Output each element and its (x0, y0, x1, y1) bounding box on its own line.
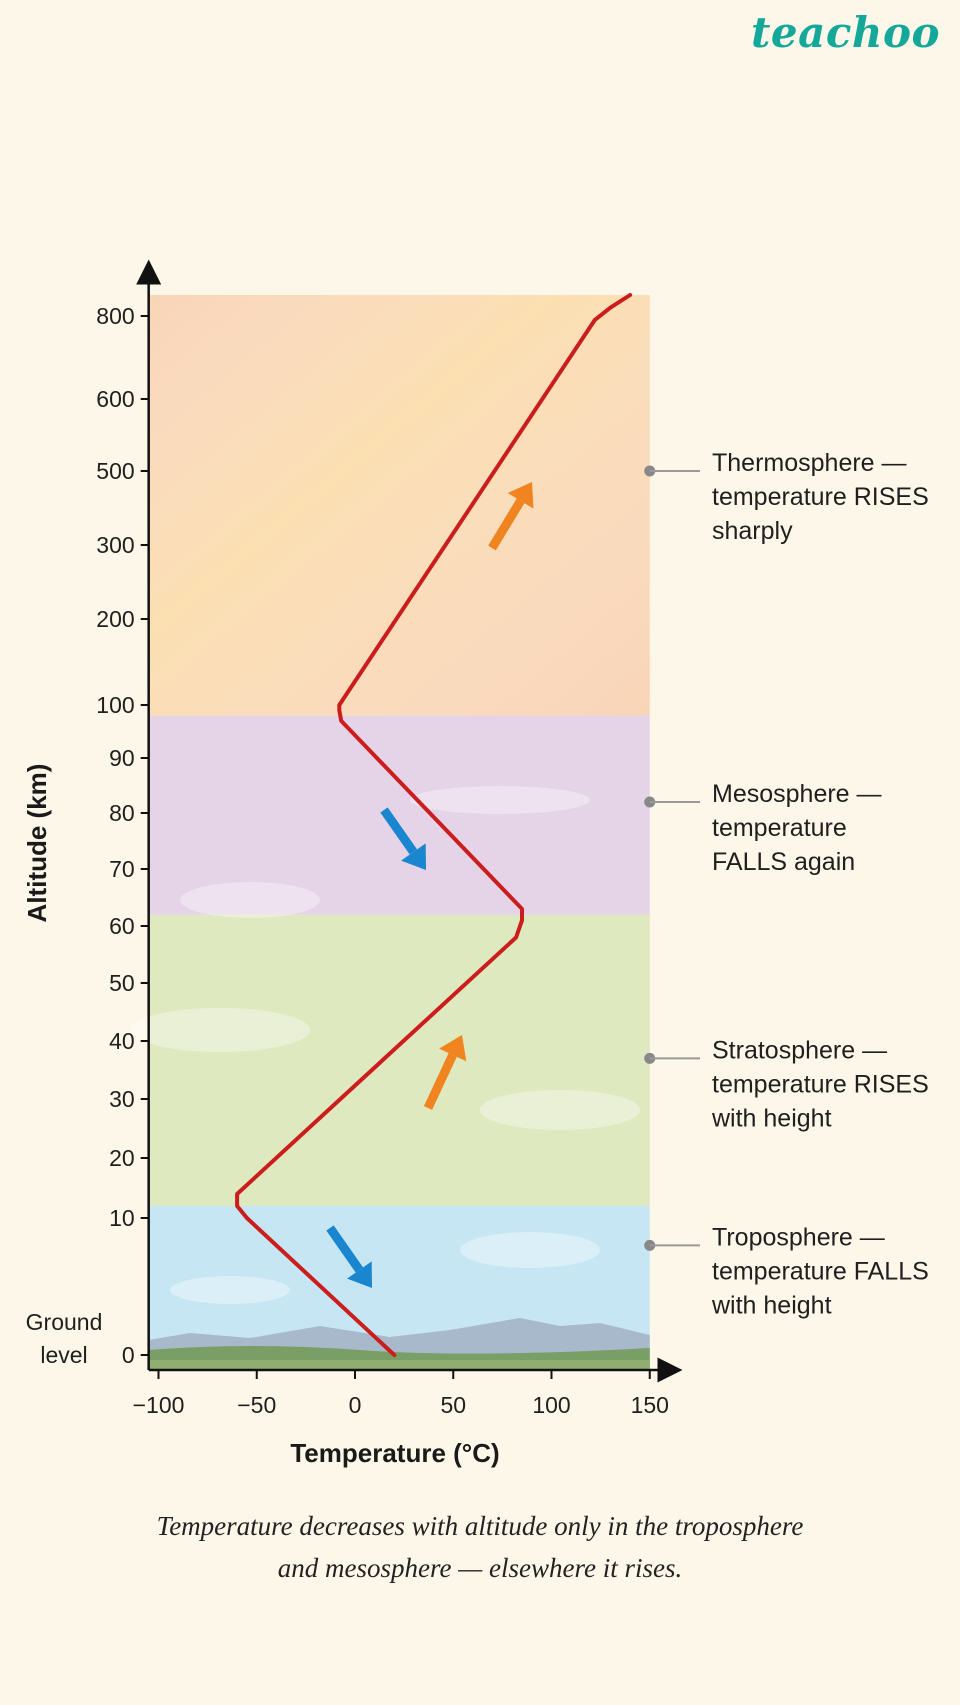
y-tick-labels: 0 10 20 30 40 50 60 70 80 90 100 200 300 500 600 800 Gro… (26, 303, 149, 1368)
arrow-troposphere-down (326, 1225, 372, 1288)
teachoo-logo: teachoo (751, 8, 940, 57)
ground-strip (148, 1360, 650, 1370)
annotation-text-mesosphere-2: FALLS again (712, 848, 855, 876)
x-tick-label-50: 50 (440, 1392, 466, 1418)
x-tick-labels: −100 −50 0 50 100 150 (133, 1370, 669, 1418)
y-tick-label-30: 30 (109, 1086, 135, 1112)
arrow-stratosphere-up (423, 1035, 467, 1110)
x-axis-label: Temperature (°C) (290, 1438, 499, 1468)
y-tick-label-20: 20 (109, 1145, 135, 1171)
cloud-1 (410, 786, 590, 814)
arrow-mesosphere-down (380, 807, 426, 870)
y-tick-label-10: 10 (109, 1205, 135, 1231)
layer-band-mesosphere (148, 715, 650, 915)
layer-band-stratosphere (148, 914, 650, 1206)
temperature-curve-group (235, 293, 633, 1357)
figure-caption: Temperature decreases with altitude only… (0, 1505, 960, 1589)
axes (136, 259, 683, 1383)
y-tick-label-300: 300 (96, 532, 134, 558)
y-tick-label-100: 100 (96, 692, 134, 718)
atmosphere-layers (130, 295, 650, 1370)
aurora-glow (148, 295, 650, 716)
annotation-text-troposphere-1: temperature FALLS (712, 1257, 929, 1285)
annotation-text-mesosphere-0: Mesosphere — (712, 780, 882, 808)
y-tick-label-80: 80 (109, 800, 135, 826)
y-ground-label-0: Ground (26, 1309, 103, 1335)
annotation-text-thermosphere-2: sharply (712, 517, 793, 545)
cloud-5 (170, 1276, 290, 1304)
y-tick-label-40: 40 (109, 1028, 135, 1054)
y-tick-label-600: 600 (96, 386, 134, 412)
annotation-mesosphere: Mesosphere — temperature FALLS again (644, 780, 882, 876)
y-tick-label-70: 70 (109, 856, 135, 882)
x-tick-label-100: 100 (532, 1392, 570, 1418)
caption-line-1: Temperature decreases with altitude only… (156, 1511, 804, 1541)
cloud-2 (130, 1008, 310, 1052)
x-tick-label--50: −50 (237, 1392, 276, 1418)
y-tick-label-500: 500 (96, 458, 134, 484)
y-tick-label-200: 200 (96, 606, 134, 632)
cloud-0 (180, 882, 320, 918)
annotation-stratosphere: Stratosphere — temperature RISES with heig… (644, 1036, 929, 1132)
annotation-troposphere: Troposphere — temperature FALLS with heigh… (644, 1223, 929, 1319)
annotation-thermosphere: Thermosphere — temperature RISES sharply (644, 449, 929, 545)
annotation-text-troposphere-2: with height (711, 1291, 832, 1319)
temperature-curve (235, 293, 633, 1357)
x-tick-label-0: 0 (349, 1392, 362, 1418)
annotation-text-stratosphere-0: Stratosphere — (712, 1036, 887, 1064)
annotation-text-thermosphere-0: Thermosphere — (712, 449, 907, 477)
annotation-text-mesosphere-1: temperature (712, 814, 847, 842)
y-tick-label-0: 0 (122, 1342, 135, 1368)
trend-arrows (326, 482, 534, 1288)
x-tick-label-150: 150 (631, 1392, 669, 1418)
annotation-text-stratosphere-1: temperature RISES (712, 1070, 929, 1098)
annotation-text-troposphere-0: Troposphere — (712, 1223, 885, 1251)
y-axis-label: Altitude (km) (22, 764, 52, 923)
y-tick-label-800: 800 (96, 303, 134, 329)
x-tick-label--100: −100 (133, 1392, 185, 1418)
cloud-4 (460, 1232, 600, 1268)
y-ground-label-1: level (40, 1342, 87, 1368)
y-tick-label-90: 90 (109, 745, 135, 771)
y-tick-label-50: 50 (109, 970, 135, 996)
y-tick-label-60: 60 (109, 913, 135, 939)
ground-scenery (148, 1318, 650, 1370)
annotation-text-thermosphere-1: temperature RISES (712, 483, 929, 511)
arrow-thermosphere-up (488, 482, 534, 551)
cloud-3 (480, 1090, 640, 1130)
annotation-text-stratosphere-2: with height (711, 1104, 832, 1132)
caption-line-2: and mesosphere — elsewhere it rises. (277, 1553, 683, 1583)
layer-annotations: Thermosphere — temperature RISES sharply Me… (644, 449, 929, 1319)
